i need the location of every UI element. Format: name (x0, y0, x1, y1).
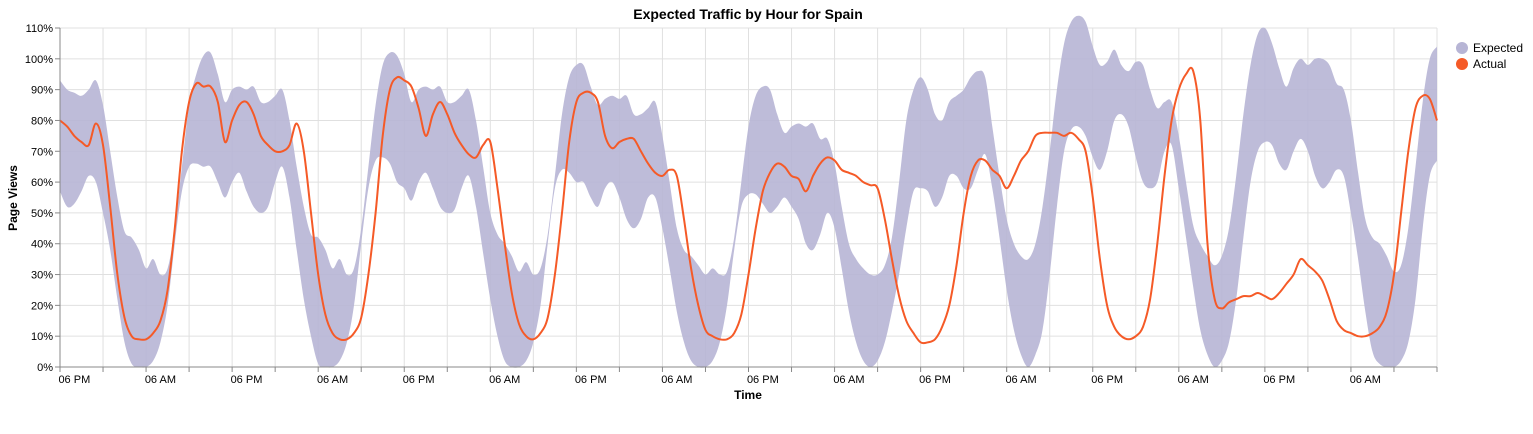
actual-line (59, 66, 1438, 345)
x-tick-label: 06 PM (403, 374, 435, 386)
legend-swatch (1456, 58, 1468, 70)
plot-area (59, 15, 1438, 368)
y-tick-label: 20% (31, 300, 53, 312)
expected-band (60, 15, 1437, 368)
x-tick-label: 06 AM (317, 374, 348, 386)
y-tick-label: 30% (31, 270, 53, 282)
y-tick-label: 50% (31, 208, 53, 220)
y-tick-label: 60% (31, 177, 53, 189)
y-tick-label: 0% (37, 362, 53, 374)
x-axis-title: Time (734, 388, 762, 402)
x-tick-label: 06 PM (575, 374, 607, 386)
y-tick-label: 100% (25, 54, 53, 66)
y-axis-title: Page Views (6, 165, 20, 231)
x-tick-label: 06 AM (1350, 374, 1381, 386)
x-tick-label: 06 AM (489, 374, 520, 386)
x-tick-label: 06 PM (747, 374, 779, 386)
y-tick-label: 10% (31, 331, 53, 343)
legend: Expected Actual (1456, 41, 1523, 71)
y-tick-label: 70% (31, 146, 53, 158)
x-tick-label: 06 AM (145, 374, 176, 386)
x-tick-label: 06 PM (919, 374, 951, 386)
axes: 0% 10% 20% 30% 40% 50% 60% 70% 80% 90% 100% 110% 06 … (25, 23, 1438, 386)
y-tick-label: 110% (26, 23, 54, 35)
y-tick-label: 90% (31, 85, 53, 97)
y-tick-label: 80% (31, 115, 53, 127)
legend-swatch (1456, 42, 1468, 54)
x-tick-label: 06 PM (231, 374, 263, 386)
legend-label: Actual (1473, 57, 1506, 71)
x-tick-label: 06 PM (58, 374, 90, 386)
x-tick-label: 06 AM (833, 374, 864, 386)
y-tick-label: 40% (31, 239, 53, 251)
chart-title: Expected Traffic by Hour for Spain (633, 6, 863, 22)
legend-label: Expected (1473, 41, 1523, 55)
x-tick-label: 06 AM (661, 374, 692, 386)
x-tick-label: 06 AM (1178, 374, 1209, 386)
x-tick-label: 06 PM (1263, 374, 1295, 386)
x-tick-label: 06 PM (1091, 374, 1123, 386)
x-tick-label: 06 AM (1005, 374, 1036, 386)
